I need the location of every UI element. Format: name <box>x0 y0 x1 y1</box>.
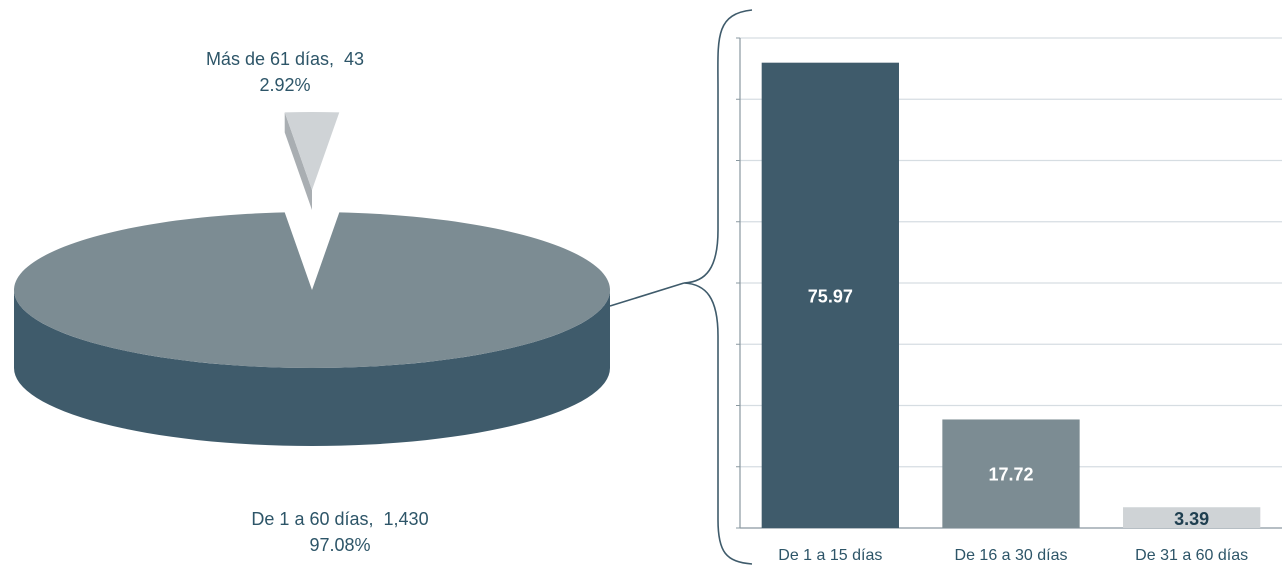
bar-value-label: 17.72 <box>988 465 1033 485</box>
bar <box>761 62 899 529</box>
pie-label-small: Más de 61 días, 43 2.92% <box>155 46 415 98</box>
bar <box>942 419 1080 528</box>
x-tick-label: De 1 a 15 días <box>778 547 882 564</box>
pie-label-small-name: Más de 61 días <box>205 49 330 69</box>
bar-value-label: 3.39 <box>1174 509 1209 529</box>
connector-line <box>609 282 685 307</box>
pie-label-small-count: 43 <box>344 49 365 69</box>
bar-chart: 75.97 De 1 a 15 días 17.72 De 16 a 30 días 3… <box>736 37 1282 564</box>
connector-group <box>609 9 753 565</box>
pie-slice-small-side <box>284 112 312 210</box>
bar <box>1123 507 1261 528</box>
pie-label-large-count: 1,430 <box>383 509 429 529</box>
bar-value-label: 75.97 <box>808 286 853 306</box>
pie-slice-large <box>13 212 610 369</box>
pie-group <box>13 111 610 446</box>
x-tick-label: De 16 a 30 días <box>955 547 1068 564</box>
pie-label-large: De 1 a 60 días, 1,430 97.08% <box>200 506 480 558</box>
connector-brace <box>683 9 753 565</box>
pie-slice-small <box>284 111 340 190</box>
x-tick-label: De 31 a 60 días <box>1135 547 1248 564</box>
pie-label-large-name: De 1 a 60 días <box>251 509 369 529</box>
pie-label-small-percent: 2.92% <box>259 75 311 95</box>
pie-label-large-percent: 97.08% <box>309 535 371 555</box>
